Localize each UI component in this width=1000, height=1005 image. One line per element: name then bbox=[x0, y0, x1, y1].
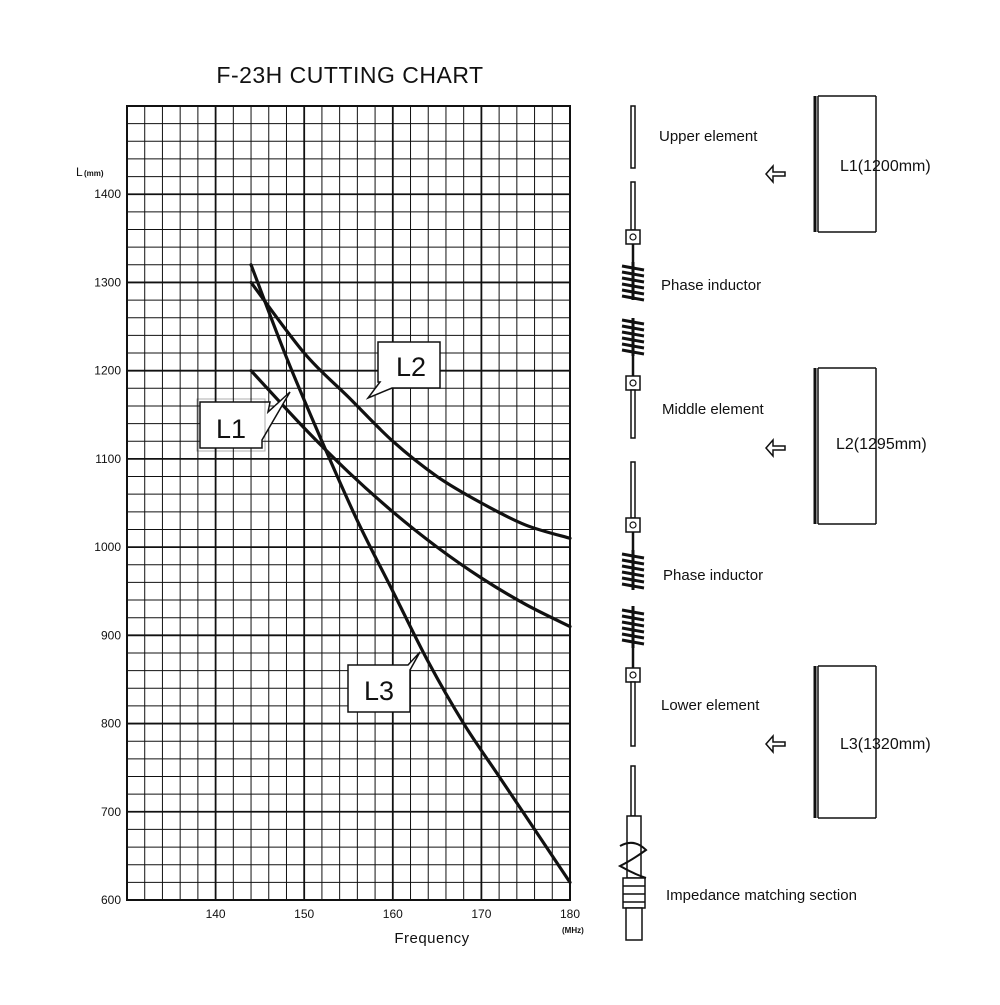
label-phase-inductor-2: Phase inductor bbox=[663, 567, 763, 584]
callout-l2-label: L2 bbox=[396, 352, 426, 382]
x-tick-label: 180 bbox=[560, 907, 580, 921]
callout-l1: L1 bbox=[196, 391, 291, 452]
callout-l1-frame bbox=[196, 398, 266, 452]
label-lower-element: Lower element bbox=[661, 697, 760, 714]
middle-element-rod bbox=[630, 389, 636, 439]
callout-l3: L3 bbox=[347, 651, 421, 713]
y-tick-label: 700 bbox=[101, 805, 121, 819]
connector-hole bbox=[629, 233, 637, 241]
connector-hole bbox=[629, 521, 637, 529]
y-tick-label: 900 bbox=[101, 628, 121, 642]
label-middle-element: Middle element bbox=[662, 401, 765, 418]
length-bracket-l2: L2(1295mm) bbox=[765, 367, 927, 525]
y-tick-label: 800 bbox=[101, 717, 121, 731]
y-tick-label: 1100 bbox=[95, 452, 121, 466]
middle-element-lower-rod bbox=[630, 461, 636, 519]
label-phase-inductor-1: Phase inductor bbox=[661, 277, 761, 294]
y-tick-label: 600 bbox=[101, 893, 121, 907]
series-lines bbox=[249, 263, 572, 884]
x-tick-labels: 140 150 160 170 180 bbox=[206, 907, 581, 921]
length-label-l3: L3(1320mm) bbox=[840, 736, 931, 753]
x-tick-label: 160 bbox=[383, 907, 403, 921]
length-label-l1: L1(1200mm) bbox=[840, 158, 931, 175]
length-bracket-l3: L3(1320mm) bbox=[765, 665, 931, 819]
label-upper-element: Upper element bbox=[659, 128, 758, 145]
callout-l3-label: L3 bbox=[364, 676, 394, 706]
upper-element-rod bbox=[630, 105, 636, 169]
impedance-matching-section bbox=[617, 815, 648, 941]
lower-element-rod bbox=[630, 681, 636, 747]
callout-l2-box bbox=[365, 341, 441, 400]
callout-l2: L2 bbox=[365, 341, 441, 400]
arrow-left-icon bbox=[765, 164, 786, 184]
x-axis-unit: (MHz) bbox=[562, 926, 584, 935]
x-axis-label: Frequency bbox=[394, 930, 469, 947]
length-label-l2: L2(1295mm) bbox=[836, 436, 927, 453]
callout-l3-box bbox=[347, 651, 421, 713]
upper-element-lower-rod bbox=[630, 181, 636, 231]
connector-hole bbox=[629, 671, 637, 679]
callout-l1-box bbox=[199, 391, 291, 449]
arrow-left-icon bbox=[765, 734, 786, 754]
phase-inductor-coil-2 bbox=[621, 550, 645, 648]
y-tick-label: 1200 bbox=[94, 364, 121, 378]
y-tick-label: 1400 bbox=[94, 187, 121, 201]
series-line-l1 bbox=[249, 369, 572, 629]
length-bracket-l1: L1(1200mm) bbox=[765, 95, 931, 233]
antenna-diagram: Upper element Phase inductor Middle elem… bbox=[617, 95, 931, 941]
y-tick-labels: 600 700 800 900 1000 1100 1200 1300 1400 bbox=[94, 187, 121, 907]
x-tick-label: 170 bbox=[471, 907, 491, 921]
series-line-l3 bbox=[249, 263, 572, 884]
matching-rod bbox=[630, 765, 636, 817]
y-axis-unit: (mm) bbox=[84, 169, 104, 178]
arrow-left-icon bbox=[765, 438, 786, 458]
x-tick-label: 150 bbox=[294, 907, 314, 921]
label-impedance-matching-section: Impedance matching section bbox=[666, 887, 857, 904]
chart-title: F-23H CUTTING CHART bbox=[216, 62, 483, 88]
phase-inductor-coil-1 bbox=[621, 262, 645, 356]
x-tick-label: 140 bbox=[206, 907, 226, 921]
callout-l1-label: L1 bbox=[216, 414, 246, 444]
plot-frame bbox=[126, 105, 571, 901]
y-tick-label: 1000 bbox=[94, 540, 121, 554]
y-axis-label: L bbox=[76, 165, 83, 179]
connector-hole bbox=[629, 379, 637, 387]
series-line-l2 bbox=[249, 280, 572, 540]
y-tick-label: 1300 bbox=[94, 275, 121, 289]
